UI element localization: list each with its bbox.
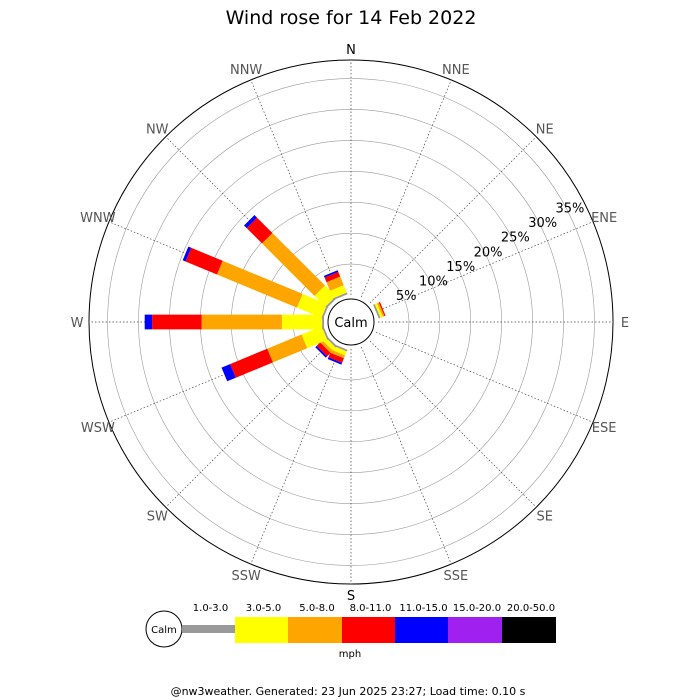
spoke-sse [361,346,452,565]
legend-label-5: 11.0-15.0 [399,603,447,614]
bar-wnw-bin-3 [217,260,303,308]
legend-swatch-4 [342,617,395,643]
polar-grid [88,59,614,585]
legend: Calm mph 1.0-3.0 3.0-5.0 5.0-8.0 8.0-11.0 11… [145,603,556,660]
direction-label-nnw: NNW [230,63,262,78]
radial-tick-35pct: 35% [555,202,584,217]
legend-label-1: 1.0-3.0 [193,603,228,614]
legend-swatch-5 [395,617,448,643]
direction-label-wnw: WNW [80,211,116,226]
bar-wsw-bin-5 [221,364,236,382]
spoke-ese [375,332,594,423]
bar-nnw-bin-5 [323,270,339,278]
bar-nw-bin-2 [314,285,336,307]
radial-tick-25pct: 25% [501,231,530,246]
bar-wnw-bin-5 [182,246,192,262]
ring-gridline-7 [107,78,595,566]
direction-label-sse: SSE [443,569,468,584]
direction-label-sw: SW [147,510,168,525]
spoke-sw [165,340,333,508]
bar-sw-bin-5 [315,345,328,358]
footer-text: @nw3weather. Generated: 23 Jun 2025 23:2… [171,685,526,698]
bar-ssw-bin-4 [328,352,344,363]
legend-label-7: 20.0-50.0 [507,603,555,614]
radial-tick-10pct: 10% [419,274,448,289]
bar-wsw-bin-3 [267,334,308,363]
legend-swatch-6 [448,617,502,643]
bar-sw-bin-4 [316,342,331,357]
direction-label-e: E [621,316,629,331]
bar-ssw-bin-5 [327,357,343,365]
radial-tick-labels: 5%10%15%20%25%30%35% [396,202,585,304]
bar-nnw-bin-1 [333,292,348,300]
direction-label-ese: ESE [592,421,617,436]
bar-ene-bin-2 [374,303,383,318]
calm-center: Calm [327,298,375,346]
direction-label-nne: NNE [442,63,470,78]
spoke-nnw [250,79,341,298]
bar-nnw-bin-3 [326,276,344,291]
bar-w-bin-2 [281,314,323,330]
direction-label-nw: NW [146,122,169,137]
bar-ene-bin-4 [378,302,386,317]
spoke-ne [369,136,537,304]
bar-ssw-bin-2 [331,345,347,356]
direction-label-ne: NE [536,122,554,137]
bar-wnw-bin-4 [185,247,223,275]
legend-swatch-7 [502,617,556,643]
bar-sw-bin-3 [320,340,333,353]
legend-label-2: 3.0-5.0 [246,603,281,614]
bar-wsw-bin-4 [230,348,273,378]
bar-nw-bin-4 [246,217,273,244]
bar-nnw-bin-4 [324,271,341,283]
calm-circle [327,298,375,346]
direction-label-ssw: SSW [231,569,261,584]
bar-nw-bin-3 [262,233,325,296]
legend-label-3: 5.0-8.0 [299,603,334,614]
bar-w-bin-3 [201,314,282,330]
legend-calm-label: Calm [151,625,177,636]
spoke-se [369,340,537,508]
bar-sw-bin-2 [322,337,336,351]
calm-label: Calm [334,316,367,331]
bar-w-bin-1 [322,314,324,330]
bar-w-bin-4 [152,314,202,330]
direction-label-wsw: WSW [81,421,115,436]
chart-title: Wind rose for 14 Feb 2022 [226,7,477,29]
bar-ene-bin-1 [373,304,381,319]
bar-nnw-bin-2 [330,285,347,299]
bar-wnw-bin-2 [296,293,328,318]
legend-swatch-2 [235,617,288,643]
spoke-ene [375,221,594,312]
bar-wsw-bin-2 [301,326,328,349]
legend-label-6: 15.0-20.0 [453,603,501,614]
legend-swatch-3 [288,617,342,643]
spoke-ssw [250,346,341,565]
direction-label-n: N [346,43,356,58]
radial-tick-20pct: 20% [474,245,503,260]
direction-label-s: S [347,589,355,604]
spoke-nne [361,79,452,298]
direction-label-se: SE [537,510,553,525]
radial-tick-5pct: 5% [396,289,417,304]
legend-label-4: 8.0-11.0 [350,603,392,614]
radial-tick-15pct: 15% [446,260,475,275]
legend-swatch-1 [182,625,235,633]
radial-tick-30pct: 30% [528,216,557,231]
wind-rose-bars [144,215,386,382]
bar-ssw-bin-3 [330,349,346,359]
bar-nw-bin-5 [244,215,258,229]
bar-w-bin-5 [144,314,153,330]
direction-label-ene: ENE [591,211,617,226]
bar-ene-bin-3 [377,302,385,317]
legend-unit-label: mph [339,649,361,660]
direction-labels: N NNE NE ENE E ESE SE SSE S SSW SW WSW W WNW NW NNW [71,43,630,604]
direction-label-w: W [71,316,84,331]
